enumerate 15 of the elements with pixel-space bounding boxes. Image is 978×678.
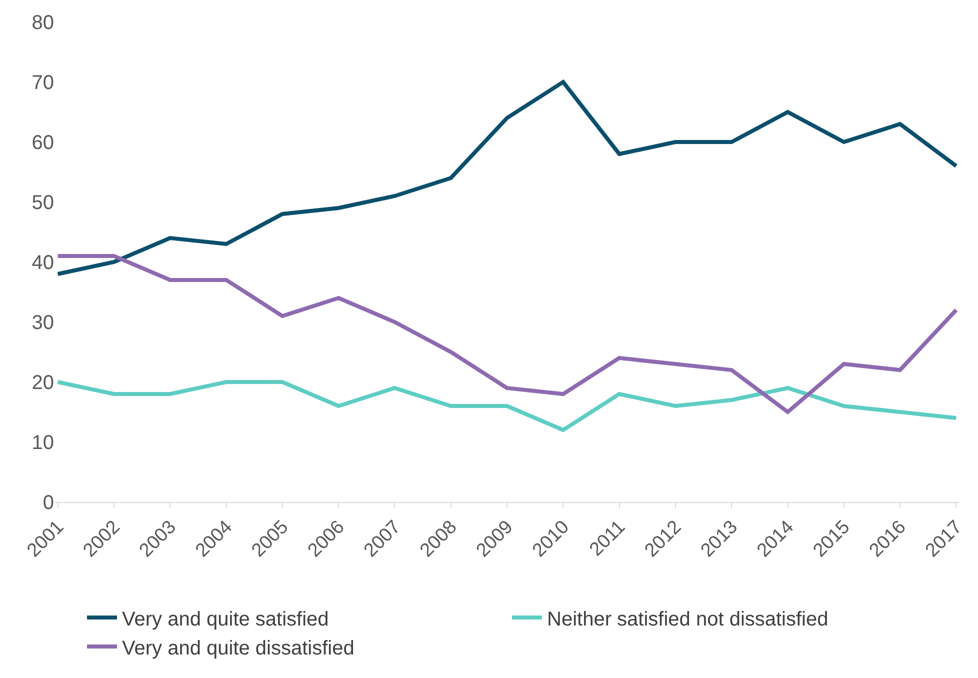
y-tick-label: 20 — [32, 372, 54, 394]
y-tick-label: 80 — [32, 12, 54, 34]
y-tick-label: 60 — [32, 132, 54, 154]
legend-label: Neither satisfied not dissatisfied — [547, 608, 828, 630]
line-series — [56, 380, 958, 432]
line-series — [56, 80, 958, 276]
y-tick-label: 70 — [32, 72, 54, 94]
y-tick-label: 50 — [32, 192, 54, 214]
y-tick-label: 10 — [32, 432, 54, 454]
line-series — [56, 254, 958, 414]
y-tick-label: 0 — [42, 492, 54, 514]
y-tick-label: 40 — [32, 252, 54, 274]
y-tick-label: 30 — [32, 312, 54, 334]
legend-label: Very and quite satisfied — [122, 608, 329, 630]
legend-label: Very and quite dissatisfied — [122, 637, 354, 660]
